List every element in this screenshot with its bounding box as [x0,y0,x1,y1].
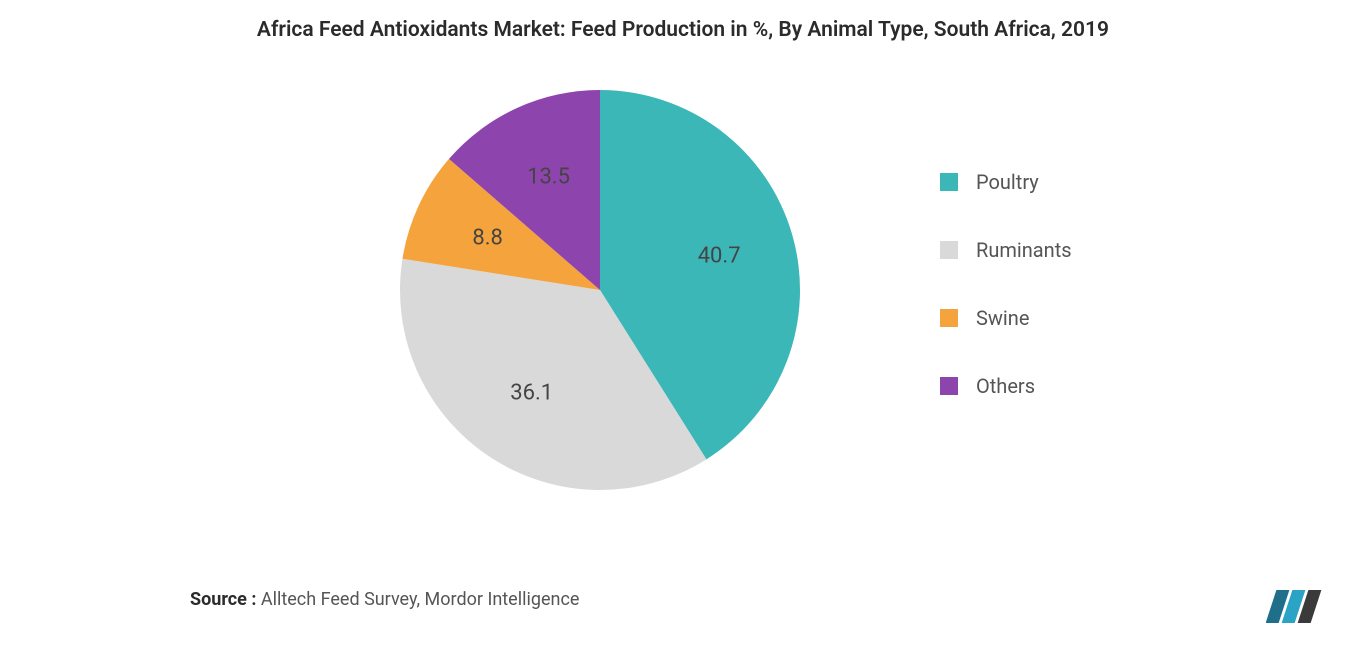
legend-item: Ruminants [940,238,1072,262]
slice-value-label: 13.5 [527,165,570,190]
legend-swatch [940,377,958,395]
slice-value-label: 36.1 [510,381,553,406]
legend-swatch [940,241,958,259]
legend-swatch [940,309,958,327]
legend-label: Poultry [976,170,1039,194]
legend-label: Others [976,374,1035,398]
slice-value-label: 8.8 [472,225,503,250]
legend-label: Ruminants [976,238,1072,262]
source-label: Source : [190,589,256,610]
source-text: Alltech Feed Survey, Mordor Intelligence [256,589,579,610]
legend-item: Poultry [940,170,1072,194]
legend-item: Swine [940,306,1072,330]
legend-label: Swine [976,306,1029,330]
legend-item: Others [940,374,1072,398]
source-line: Source : Alltech Feed Survey, Mordor Int… [190,589,579,610]
slice-value-label: 40.7 [698,243,741,268]
pie-chart: 40.7 36.1 8.8 13.5 [390,80,810,500]
pie-svg [390,80,810,500]
legend: Poultry Ruminants Swine Others [940,170,1072,442]
chart-title: Africa Feed Antioxidants Market: Feed Pr… [0,0,1366,42]
chart-area: 40.7 36.1 8.8 13.5 Poultry Ruminants Swine Oth… [0,70,1366,550]
brand-logo-icon [1266,585,1336,625]
legend-swatch [940,173,958,191]
